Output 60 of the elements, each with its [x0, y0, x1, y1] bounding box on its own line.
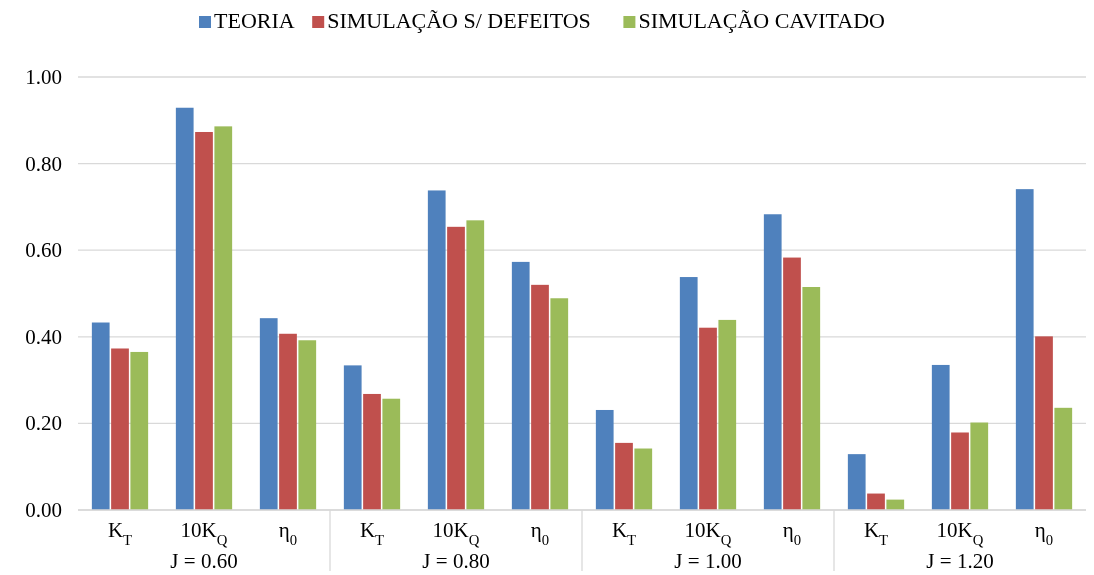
- x-tick-label: 10K$_{Q}$: [684, 518, 732, 548]
- x-tick-label: K$_{T}$: [359, 518, 385, 548]
- y-tick-label: 0.40: [25, 324, 62, 349]
- x-tick-label: η$_{0}$: [782, 518, 802, 548]
- bar: [363, 393, 381, 510]
- legend-label: SIMULAÇÃO CAVITADO: [638, 8, 885, 33]
- bar: [259, 318, 278, 510]
- bar: [634, 448, 653, 510]
- bar: [427, 190, 446, 510]
- bar: [718, 319, 737, 510]
- x-tick-label: K$_{T}$: [863, 518, 889, 548]
- x-tick-label: 10K$_{Q}$: [180, 518, 228, 548]
- y-tick-label: 0.80: [25, 151, 62, 176]
- bar: [970, 422, 989, 510]
- x-tick-label: 10K$_{Q}$: [936, 518, 984, 548]
- bar: [951, 432, 969, 510]
- bar: [195, 131, 213, 510]
- text: J = 1.20: [926, 549, 994, 573]
- bar: [175, 107, 194, 510]
- bar: [595, 409, 614, 510]
- text: J = 0.60: [170, 549, 238, 573]
- bar: [931, 364, 950, 510]
- text: J = 0.80: [422, 549, 490, 573]
- bar: [1054, 407, 1073, 510]
- bar: [447, 226, 465, 510]
- x-tick-label: η$_{0}$: [278, 518, 298, 548]
- bar: [111, 348, 129, 510]
- y-tick-label: 1.00: [25, 65, 62, 89]
- bar: [511, 261, 530, 510]
- x-tick-label: η$_{0}$: [1034, 518, 1054, 548]
- bar: [699, 327, 717, 510]
- legend-label: SIMULAÇÃO S/ DEFEITOS: [327, 8, 591, 33]
- bar: [343, 365, 362, 510]
- x-tick-label: K$_{T}$: [107, 518, 133, 548]
- bar: [1015, 189, 1034, 510]
- bar: [783, 257, 801, 510]
- bar: [763, 214, 782, 510]
- text: J = 1.00: [674, 549, 742, 573]
- bar: [466, 220, 485, 510]
- bar: [279, 333, 297, 510]
- bar: [802, 287, 821, 510]
- y-tick-label: 0.20: [25, 411, 62, 436]
- bar: [130, 351, 149, 510]
- bar: [214, 126, 233, 510]
- bar: [550, 298, 569, 510]
- bar: [615, 442, 633, 510]
- bar: [91, 322, 110, 510]
- x-tick-label: K$_{T}$: [611, 518, 637, 548]
- x-tick-label: η$_{0}$: [530, 518, 550, 548]
- y-tick-label: 0.00: [25, 498, 62, 522]
- bar: [867, 493, 885, 510]
- x-tick-label: 10K$_{Q}$: [432, 518, 480, 548]
- bar: [382, 398, 401, 510]
- bar: [298, 340, 317, 510]
- bar: [679, 277, 698, 510]
- bar: [1035, 336, 1053, 510]
- y-tick-label: 0.60: [25, 238, 62, 263]
- bar: [531, 284, 549, 510]
- bar: [847, 454, 866, 510]
- legend-label: TEORIA: [214, 8, 295, 33]
